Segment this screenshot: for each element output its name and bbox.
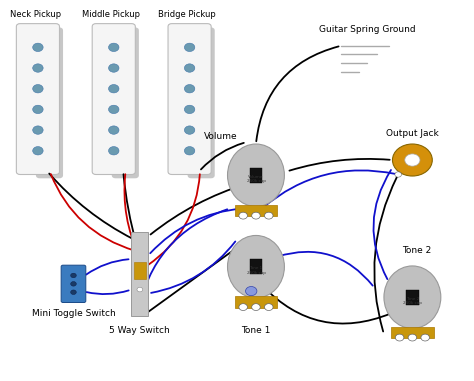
Circle shape (395, 172, 401, 177)
FancyBboxPatch shape (112, 27, 139, 178)
Ellipse shape (228, 144, 284, 207)
FancyBboxPatch shape (188, 27, 215, 178)
Text: Tone 2: Tone 2 (402, 246, 432, 255)
Text: Neck Pickup: Neck Pickup (10, 10, 61, 19)
Circle shape (71, 290, 76, 295)
Circle shape (33, 105, 43, 114)
Circle shape (392, 144, 432, 176)
FancyBboxPatch shape (61, 265, 86, 303)
Circle shape (246, 287, 257, 296)
Text: Middle Pickup: Middle Pickup (82, 10, 140, 19)
Circle shape (71, 273, 76, 278)
FancyBboxPatch shape (92, 24, 136, 174)
FancyBboxPatch shape (17, 24, 60, 174)
Circle shape (33, 126, 43, 134)
Ellipse shape (228, 235, 284, 298)
Circle shape (33, 85, 43, 93)
Circle shape (33, 147, 43, 155)
Circle shape (33, 64, 43, 72)
Circle shape (109, 64, 119, 72)
Circle shape (184, 147, 195, 155)
Circle shape (239, 304, 247, 311)
Text: 5 Way Switch: 5 Way Switch (109, 326, 170, 335)
Text: Tone 1
250k cap: Tone 1 250k cap (246, 266, 265, 275)
FancyBboxPatch shape (168, 24, 211, 174)
Circle shape (71, 282, 76, 286)
Text: Volume
250k cap: Volume 250k cap (246, 175, 265, 183)
Text: Volume: Volume (204, 132, 237, 141)
Circle shape (109, 105, 119, 114)
Bar (235, 205, 277, 216)
Circle shape (264, 212, 273, 219)
Text: Mini Toggle Switch: Mini Toggle Switch (32, 309, 115, 318)
Circle shape (184, 43, 195, 51)
Bar (235, 296, 277, 308)
Bar (406, 290, 419, 305)
Circle shape (408, 334, 417, 341)
Circle shape (184, 85, 195, 93)
FancyBboxPatch shape (36, 27, 63, 178)
Text: Tone 1: Tone 1 (241, 326, 271, 335)
Text: Guitar Spring Ground: Guitar Spring Ground (319, 25, 416, 34)
Bar (250, 259, 262, 274)
Circle shape (184, 64, 195, 72)
Text: Tone 2
250k cap: Tone 2 250k cap (403, 297, 422, 305)
Bar (131, 232, 148, 316)
Circle shape (239, 212, 247, 219)
Circle shape (109, 147, 119, 155)
Circle shape (395, 334, 404, 341)
Circle shape (109, 43, 119, 51)
Circle shape (137, 287, 143, 292)
Circle shape (405, 154, 420, 166)
Bar (250, 168, 262, 183)
Ellipse shape (384, 266, 441, 328)
Circle shape (184, 126, 195, 134)
Bar (391, 327, 434, 338)
Circle shape (421, 334, 429, 341)
Circle shape (252, 304, 260, 311)
Circle shape (33, 43, 43, 51)
Bar (134, 262, 146, 279)
Circle shape (109, 85, 119, 93)
Circle shape (252, 212, 260, 219)
Circle shape (109, 126, 119, 134)
Circle shape (264, 304, 273, 311)
Text: Output Jack: Output Jack (386, 129, 439, 138)
Circle shape (184, 105, 195, 114)
Text: Bridge Pickup: Bridge Pickup (158, 10, 216, 19)
